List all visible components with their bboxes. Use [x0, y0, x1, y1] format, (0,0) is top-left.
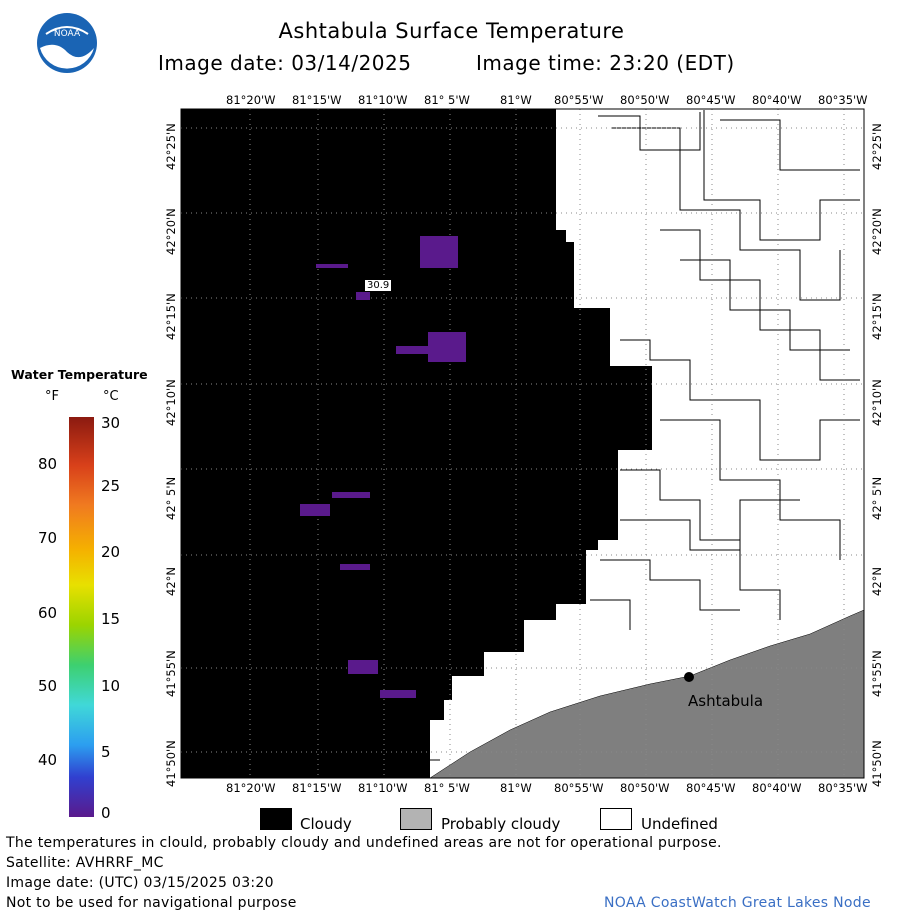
land-area	[429, 609, 865, 779]
lon-tick-bottom: 80°55'W	[554, 781, 604, 795]
lat-tick-left: 41°55'N	[164, 650, 178, 697]
c-tick: 10	[101, 677, 121, 695]
lat-tick-right: 42°10'N	[870, 379, 884, 426]
lat-tick-left: 42°20'N	[164, 208, 178, 255]
lat-tick-left: 42°25'N	[164, 123, 178, 170]
disclaimer: The temperatures in clould, probably clo…	[6, 835, 722, 851]
undefined-label: Undefined	[641, 815, 718, 833]
f-tick: 50	[38, 677, 58, 695]
cloudy-label: Cloudy	[300, 815, 352, 833]
ashtabula-marker	[684, 672, 694, 682]
credit: NOAA CoastWatch Great Lakes Node	[604, 895, 871, 911]
contour-lines	[389, 110, 860, 770]
svg-text:NOAA: NOAA	[54, 29, 81, 39]
c-tick: 30	[101, 414, 121, 432]
lon-tick-bottom: 81°W	[500, 781, 532, 795]
lon-tick-bottom: 80°45'W	[686, 781, 736, 795]
page-title: Ashtabula Surface Temperature	[278, 19, 625, 43]
c-tick: 0	[101, 804, 111, 822]
lon-tick-bottom: 80°35'W	[818, 781, 868, 795]
lon-tick-top: 81° 5'W	[424, 93, 470, 107]
colorbar	[69, 417, 94, 817]
lon-tick-top: 81°20'W	[226, 93, 276, 107]
lat-tick-left: 42°10'N	[164, 379, 178, 426]
temperature-patches	[300, 236, 466, 698]
lon-tick-top: 81°15'W	[292, 93, 342, 107]
lat-tick-right: 41°55'N	[870, 650, 884, 697]
lon-tick-bottom: 81°15'W	[292, 781, 342, 795]
lat-tick-right: 42°15'N	[870, 293, 884, 340]
satellite: Satellite: AVHRRF_MC	[6, 855, 164, 871]
lat-tick-right: 41°50'N	[870, 740, 884, 787]
image-time: Image time: 23:20 (EDT)	[476, 51, 735, 75]
probably-cloudy-label: Probably cloudy	[441, 815, 561, 833]
nav-warning: Not to be used for navigational purpose	[6, 895, 297, 911]
lon-tick-bottom: 80°50'W	[620, 781, 670, 795]
colorbar-title: Water Temperature	[11, 367, 148, 382]
f-tick: 80	[38, 455, 58, 473]
lon-tick-top: 80°55'W	[554, 93, 604, 107]
temperature-label: 30.9	[364, 279, 393, 292]
lon-tick-bottom: 81° 5'W	[424, 781, 470, 795]
image-date: Image date: 03/14/2025	[158, 51, 412, 75]
lon-tick-top: 81°W	[500, 93, 532, 107]
unit-c: °C	[103, 389, 119, 404]
probably-cloudy-swatch	[400, 808, 432, 830]
noaa-logo: NOAA	[36, 12, 98, 74]
cloudy-swatch	[260, 808, 292, 830]
f-tick: 60	[38, 604, 58, 622]
lon-tick-bottom: 81°10'W	[358, 781, 408, 795]
utc-date: Image date: (UTC) 03/15/2025 03:20	[6, 875, 274, 891]
unit-f: °F	[45, 389, 59, 404]
lon-tick-top: 81°10'W	[358, 93, 408, 107]
lon-tick-top: 80°50'W	[620, 93, 670, 107]
lon-tick-bottom: 80°40'W	[752, 781, 802, 795]
lon-tick-bottom: 81°20'W	[226, 781, 276, 795]
lat-tick-left: 42°N	[164, 567, 178, 596]
lon-tick-top: 80°40'W	[752, 93, 802, 107]
c-tick: 15	[101, 610, 121, 628]
lon-tick-top: 80°45'W	[686, 93, 736, 107]
f-tick: 40	[38, 751, 58, 769]
lat-tick-right: 42°25'N	[870, 123, 884, 170]
undefined-swatch	[600, 808, 632, 830]
lat-tick-left: 42° 5'N	[164, 476, 178, 520]
c-tick: 5	[101, 743, 111, 761]
c-tick: 20	[101, 543, 121, 561]
c-tick: 25	[101, 477, 121, 495]
f-tick: 70	[38, 529, 58, 547]
lat-tick-right: 42° 5'N	[870, 476, 884, 520]
cloudy-area	[181, 109, 652, 778]
city-label: Ashtabula	[688, 692, 764, 710]
lat-tick-left: 41°50'N	[164, 740, 178, 787]
lon-tick-top: 80°35'W	[818, 93, 868, 107]
lat-tick-left: 42°15'N	[164, 293, 178, 340]
lat-tick-right: 42°N	[870, 567, 884, 596]
lat-tick-right: 42°20'N	[870, 208, 884, 255]
